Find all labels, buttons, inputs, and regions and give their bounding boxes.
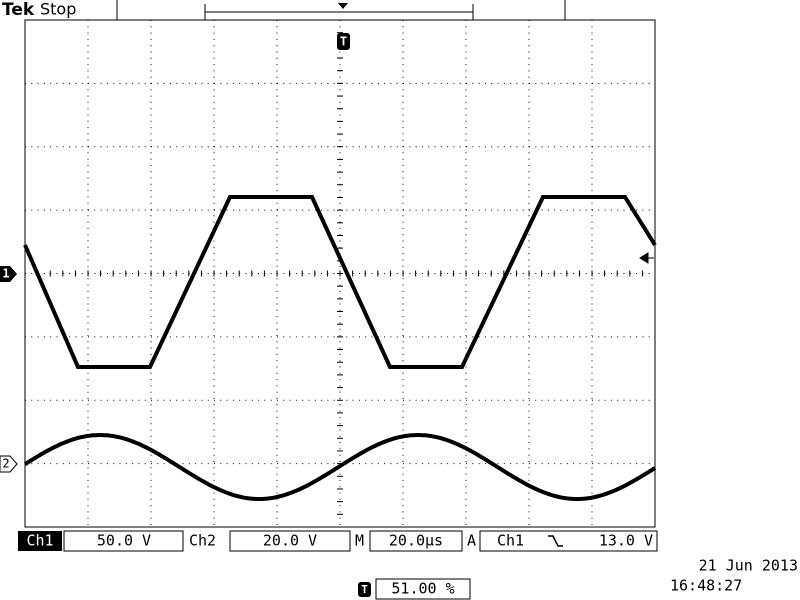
run-status: Stop	[40, 0, 76, 19]
trigger-label: A	[467, 532, 476, 550]
time-scale: 20.0µs	[389, 532, 443, 550]
ch2-scale-box	[229, 530, 351, 552]
ch1-marker-box	[0, 266, 17, 282]
time-label: M	[355, 532, 364, 550]
ch2-waveform	[23, 433, 657, 501]
brand: Tek	[2, 0, 35, 20]
ch2-label: Ch2	[189, 532, 216, 550]
falling-edge-icon	[548, 535, 563, 547]
trigger-level: 13.0 V	[599, 532, 653, 550]
date: 21 Jun 2013	[699, 557, 798, 575]
ch2-scale: 20.0 V	[263, 532, 317, 550]
trigger-pos-icon	[338, 3, 348, 9]
record-bracket	[204, 4, 474, 20]
ch2-marker-box	[0, 455, 18, 473]
ch1-waveform	[23, 195, 657, 369]
ch1-marker: 1	[2, 267, 9, 281]
trigger-pos-icon-text: T	[361, 583, 368, 596]
trigger-level-arrow	[639, 252, 654, 264]
ch2-marker: 2	[2, 457, 9, 471]
graticule-border	[24, 19, 656, 528]
time: 16:48:27	[670, 577, 742, 595]
trigger-box	[479, 530, 658, 552]
ch1-label: Ch1	[26, 532, 53, 550]
trigger-position-box	[375, 578, 471, 600]
trigger-source: Ch1	[497, 532, 524, 550]
trigger-position: 51.00 %	[391, 580, 454, 598]
time-scale-box	[369, 530, 463, 552]
trigger-marker: T	[340, 35, 347, 49]
trigger-pos-box	[358, 582, 371, 597]
ch1-scale: 50.0 V	[97, 532, 151, 550]
graticule	[24, 19, 655, 527]
ch1-label-box	[18, 531, 62, 551]
ch1-scale-box	[63, 530, 184, 552]
